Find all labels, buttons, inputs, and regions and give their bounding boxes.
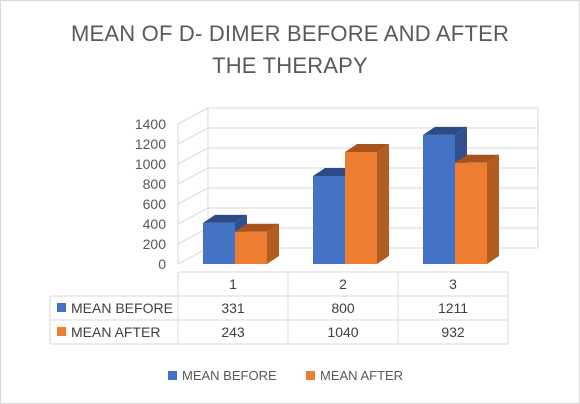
bar [345, 152, 377, 264]
bar-top [345, 144, 389, 152]
data-label: 243 [221, 324, 245, 340]
table-row-label: MEAN BEFORE [71, 300, 173, 316]
data-label: 331 [221, 300, 245, 316]
y-tick-label: 1400 [135, 116, 166, 132]
y-axis-ticks: 0 200 400 600 800 1000 1200 1400 [135, 116, 166, 272]
chart-title-line-1: MEAN OF D- DIMER BEFORE AND AFTER [70, 21, 510, 46]
bar-side [487, 154, 499, 264]
data-label: 1040 [327, 324, 358, 340]
bar-top [423, 126, 467, 135]
legend-label: MEAN AFTER [320, 368, 403, 383]
gridline [177, 127, 538, 145]
y-tick-label: 400 [143, 216, 167, 232]
bar-top [455, 154, 499, 163]
bar [203, 222, 235, 264]
table-row-label: MEAN AFTER [71, 324, 160, 340]
y-tick-label: 600 [143, 196, 167, 212]
y-tick-label: 200 [143, 236, 167, 252]
x-tick-label: 3 [449, 276, 457, 292]
chart-title: MEAN OF D- DIMER BEFORE AND AFTER THE TH… [40, 18, 540, 82]
bar-side [267, 223, 279, 264]
bar [235, 231, 267, 264]
data-label: 932 [441, 324, 465, 340]
legend-label: MEAN BEFORE [182, 368, 277, 383]
bar [423, 134, 455, 264]
data-label: 1211 [438, 300, 468, 316]
bar [313, 176, 345, 264]
y-tick-label: 0 [158, 256, 166, 272]
bar [455, 162, 487, 264]
bar-top [235, 223, 279, 232]
legend-swatch [306, 371, 315, 380]
x-tick-label: 2 [339, 276, 347, 292]
data-table: 1 2 3 MEAN BEFORE 331 800 1211 MEAN AFTER 243 104… [49, 271, 509, 345]
gridline [177, 107, 538, 125]
legend: MEAN BEFORE MEAN AFTER [168, 368, 403, 383]
y-tick-label: 1000 [135, 156, 166, 172]
table-legend-key [57, 327, 66, 336]
legend-swatch [168, 371, 177, 380]
data-label: 800 [331, 300, 355, 316]
table-legend-key [57, 303, 66, 312]
x-tick-label: 1 [229, 276, 237, 292]
bar-side [377, 144, 389, 264]
chart-title-line-2: THE THERAPY [212, 53, 368, 78]
bar-top [203, 214, 247, 223]
y-tick-label: 800 [143, 176, 167, 192]
bars-layer [203, 126, 499, 265]
y-tick-label: 1200 [135, 136, 166, 152]
